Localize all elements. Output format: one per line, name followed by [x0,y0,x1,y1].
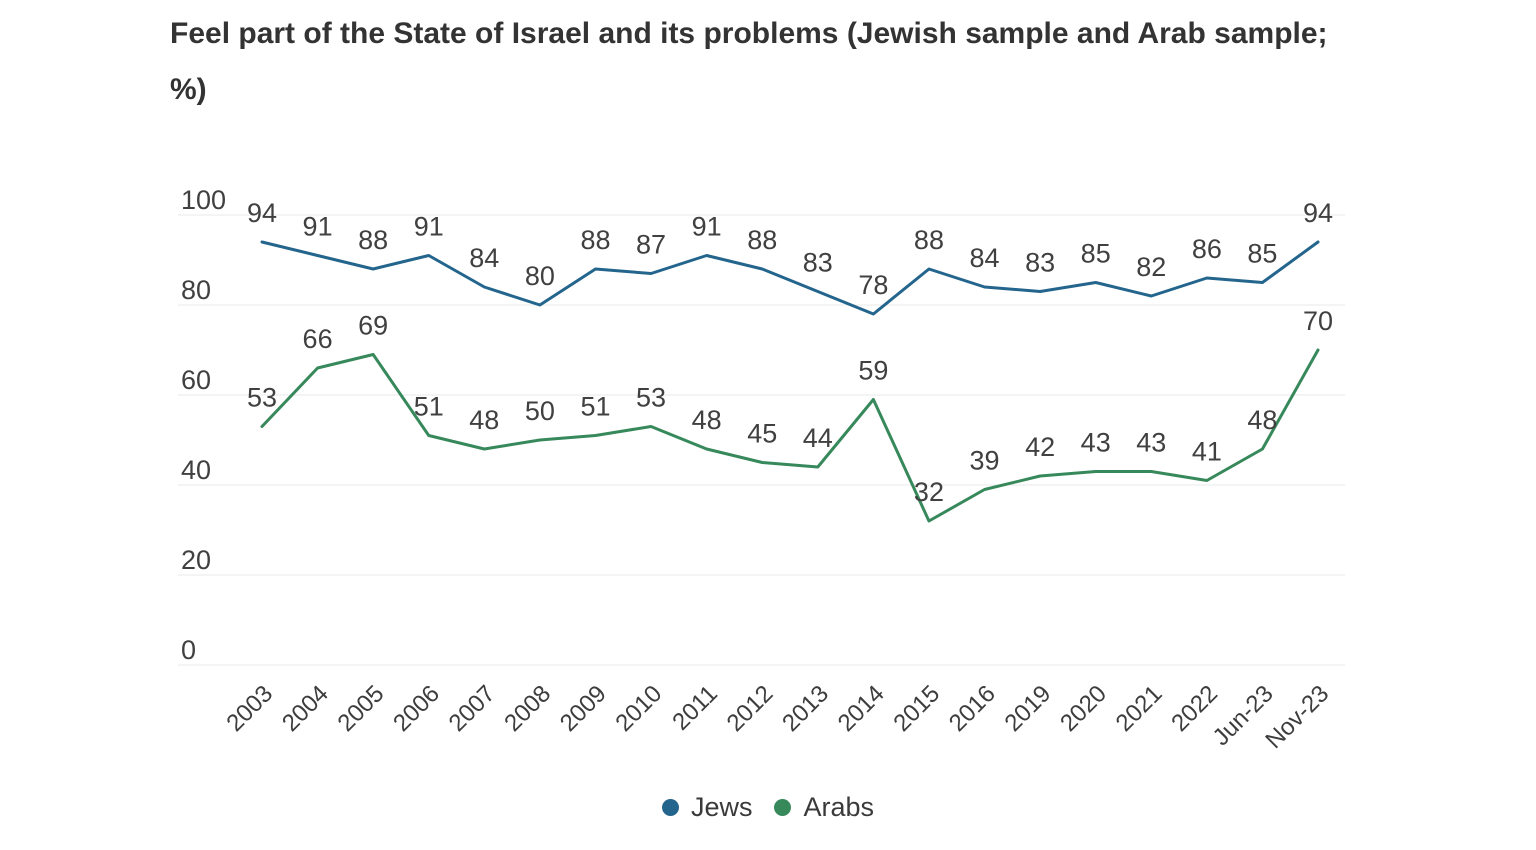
data-label-jews: 91 [303,212,333,242]
data-label-jews: 86 [1192,234,1222,264]
data-label-arabs: 45 [747,419,777,449]
x-axis-tick-label: 2009 [555,680,612,737]
data-label-jews: 88 [747,225,777,255]
data-label-arabs: 43 [1081,428,1111,458]
data-label-jews: 84 [469,243,499,273]
x-axis-tick-label: 2012 [722,680,779,737]
legend-label: Jews [690,792,753,822]
data-label-jews: 85 [1081,239,1111,269]
x-axis-tick-label: 2010 [610,680,667,737]
chart-title-line1: Feel part of the State of Israel and its… [170,17,1328,50]
data-label-jews: 78 [858,270,888,300]
data-label-arabs: 50 [525,396,555,426]
x-axis-tick-label: 2021 [1111,680,1168,737]
data-label-arabs: 44 [803,423,833,453]
data-label-arabs: 51 [414,392,444,422]
y-axis-tick-label: 100 [181,185,226,215]
data-label-arabs: 69 [358,311,388,341]
y-axis-tick-label: 80 [181,275,211,305]
legend-item-jews[interactable]: Jews [661,792,753,823]
data-label-arabs: 32 [914,477,944,507]
x-axis-tick-label: 2004 [277,680,334,737]
chart-legend: Jews Arabs [0,792,1536,823]
x-axis-tick-label: 2015 [888,680,945,737]
y-axis-tick-label: 40 [181,455,211,485]
x-axis-tick-label: 2019 [1000,680,1057,737]
y-axis-tick-label: 20 [181,545,211,575]
data-label-arabs: 51 [580,392,610,422]
data-label-jews: 94 [247,198,277,228]
legend-item-arabs[interactable]: Arabs [774,792,874,823]
data-label-arabs: 48 [469,405,499,435]
line-chart: 0 20 40 60 80 100 2003200420052006200720082009… [178,185,1345,754]
x-axis-tick-label: 2006 [388,680,445,737]
x-axis-tick-label: 2014 [833,680,890,737]
data-label-jews: 94 [1303,198,1333,228]
data-label-jews: 83 [1025,248,1055,278]
data-label-jews: 88 [358,225,388,255]
x-axis-tick-label: 2013 [777,680,834,737]
legend-dot-jews [661,799,679,816]
data-label-arabs: 48 [692,405,722,435]
chart-title: Feel part of the State of Israel and its… [170,6,1328,118]
x-axis-tick-label: 2016 [944,680,1001,737]
x-axis-tick-label: 2005 [333,680,390,737]
y-axis-tick-label: 60 [181,365,211,395]
series-line-jews [260,240,1320,316]
data-label-jews: 88 [914,225,944,255]
x-axis-tick-label: 2003 [221,680,278,737]
x-axis-tick-label: Nov-23 [1260,680,1334,754]
data-label-arabs: 48 [1247,405,1277,435]
data-label-arabs: 53 [247,383,277,413]
data-label-arabs: 43 [1136,428,1166,458]
data-label-jews: 80 [525,261,555,291]
data-label-arabs: 70 [1303,306,1333,336]
data-label-jews: 87 [636,230,666,260]
legend-dot-arabs [774,799,792,816]
data-label-arabs: 53 [636,383,666,413]
data-label-jews: 91 [692,212,722,242]
x-axis-tick-label: 2011 [667,680,723,736]
data-label-jews: 84 [970,243,1000,273]
data-label-arabs: 39 [970,446,1000,476]
data-label-arabs: 66 [303,324,333,354]
x-axis-tick-label: 2008 [499,680,556,737]
x-axis-tick-label: 2020 [1055,680,1112,737]
y-axis-tick-label: 0 [181,635,196,665]
legend-label: Arabs [803,792,875,822]
data-label-jews: 85 [1247,239,1277,269]
data-label-jews: 91 [414,212,444,242]
data-label-jews: 82 [1136,252,1166,282]
data-label-arabs: 41 [1192,437,1222,467]
data-label-jews: 88 [580,225,610,255]
data-label-jews: 83 [803,248,833,278]
data-label-arabs: 42 [1025,432,1055,462]
chart-title-line2: %) [170,73,207,106]
series-line-arabs [260,348,1320,523]
data-label-arabs: 59 [858,356,888,386]
x-axis-tick-label: 2007 [444,680,501,737]
